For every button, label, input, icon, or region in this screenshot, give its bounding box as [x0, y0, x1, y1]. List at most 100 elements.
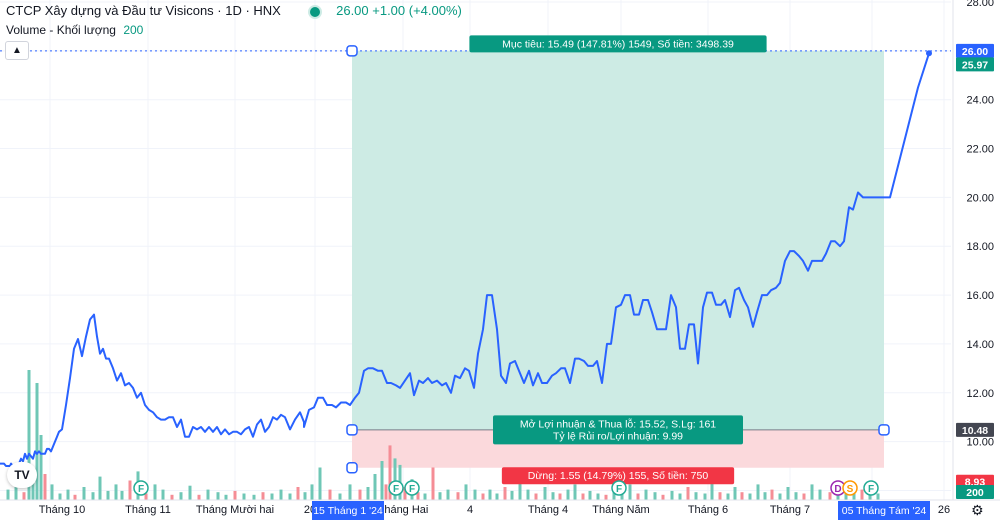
stop-label-box [501, 467, 735, 485]
y-tick-label: 14.00 [966, 339, 994, 351]
price-change: 26.00 +1.00 (+4.00%) [336, 3, 462, 18]
event-marker [611, 480, 627, 496]
volume-bar [296, 487, 300, 500]
volume-bar [288, 493, 292, 500]
y-tick-label: 12.00 [966, 388, 994, 400]
volume-bar [860, 489, 864, 500]
volume-bar [22, 492, 26, 500]
volume-bar [380, 461, 384, 500]
volume-bar [43, 474, 47, 500]
volume-bar [358, 489, 362, 500]
x-tick-label: 26 [938, 504, 950, 516]
volume-bar [876, 493, 880, 500]
profit-zone [352, 50, 884, 430]
event-marker [842, 480, 858, 496]
volume-bar [318, 467, 322, 500]
event-marker-letter: S [847, 484, 854, 495]
volume-bar [82, 487, 86, 500]
y-tick-label: 10.00 [966, 437, 994, 449]
tradingview-logo-icon[interactable]: TV [7, 462, 37, 488]
symbol-title[interactable]: CTCP Xây dựng và Đầu tư Visicons · 1D · … [6, 3, 281, 18]
volume-bar [488, 489, 492, 500]
volume-bar [328, 489, 332, 500]
volume-bar [534, 493, 538, 500]
volume-bar [710, 474, 714, 500]
y-tick-label: 24.00 [966, 95, 994, 107]
volume-bar [170, 494, 174, 500]
volume-bar [620, 493, 624, 500]
volume-bar [518, 481, 522, 500]
volume-bar [423, 493, 427, 500]
gear-icon[interactable]: ⚙ [971, 502, 984, 518]
volume-bar [636, 493, 640, 500]
volume-bar [802, 493, 806, 500]
volume-bar [393, 458, 397, 500]
volume-bar [114, 484, 118, 500]
volume-bar [416, 492, 420, 500]
volume-bar [179, 492, 183, 500]
chevron-up-icon[interactable]: ▲ [5, 41, 29, 60]
market-status-icon [308, 4, 323, 19]
volume-bar [718, 492, 722, 500]
volume-bar [828, 492, 832, 500]
event-marker-letter: F [138, 484, 144, 495]
price-axis-tag-label: 26.00 [962, 46, 988, 58]
volume-bar [526, 489, 530, 500]
price-axis-tag [956, 485, 994, 499]
volume-bar [438, 492, 442, 500]
volume-bar [694, 492, 698, 500]
volume-bar [303, 492, 307, 500]
volume-value: 200 [123, 23, 144, 37]
position-handle [346, 461, 358, 474]
volume-bar [206, 489, 210, 500]
position-handle [878, 424, 890, 436]
volume-bar [464, 484, 468, 500]
volume-bar [770, 489, 774, 500]
volume-bar [456, 492, 460, 500]
price-axis-tag [956, 43, 994, 58]
event-marker-letter: F [409, 484, 415, 495]
volume-bar [98, 476, 102, 500]
volume-bar [66, 489, 70, 500]
volume-bar [242, 493, 246, 500]
volume-bar [588, 490, 592, 500]
volume-bar [161, 489, 165, 500]
price-axis-tag-label: 200 [966, 487, 984, 499]
volume-bar [551, 492, 555, 500]
volume-bar [188, 485, 192, 500]
volume-bar [794, 492, 798, 500]
volume-bar [431, 467, 435, 500]
volume-bar [573, 484, 577, 500]
volume-bar [481, 493, 485, 500]
last-price-dot [926, 50, 932, 57]
volume-bar [373, 474, 377, 500]
event-marker [133, 480, 149, 496]
volume-bar [50, 484, 54, 500]
volume-bar [58, 493, 62, 500]
entry-label-box [493, 415, 743, 445]
event-marker [404, 480, 420, 496]
volume-label[interactable]: Volume - Khối lượng [6, 23, 116, 37]
y-tick-label: 22.00 [966, 144, 994, 156]
entry-label: Tỷ lệ Rủi ro/Lợi nhuận: 9.99 [553, 430, 683, 442]
volume-legend: Volume - Khối lượng 200 [6, 23, 143, 37]
x-tick-label: Tháng 7 [770, 504, 810, 516]
volume-bar [740, 492, 744, 500]
entry-label: Mở Lợi nhuận & Thua lỗ: 15.52, S.Lg: 161 [520, 417, 716, 430]
volume-bar [612, 489, 616, 500]
target-label-box [469, 35, 767, 53]
volume-bar [270, 493, 274, 500]
volume-bar [128, 480, 132, 500]
volume-bar [473, 489, 477, 500]
event-marker-letter: F [868, 484, 874, 495]
stop-label: Dừng: 1.55 (14.79%) 155, Số tiền: 750 [528, 470, 709, 482]
target-label: Mục tiêu: 15.49 (147.81%) 1549, Số tiền:… [502, 38, 734, 50]
volume-bar [252, 494, 256, 500]
event-marker-letter: F [393, 484, 399, 495]
x-tick-label: Tháng Mười hai [196, 504, 274, 516]
volume-bar [91, 492, 95, 500]
volume-bar [756, 484, 760, 500]
volume-bar [6, 489, 10, 500]
event-marker-letter: D [834, 484, 841, 495]
